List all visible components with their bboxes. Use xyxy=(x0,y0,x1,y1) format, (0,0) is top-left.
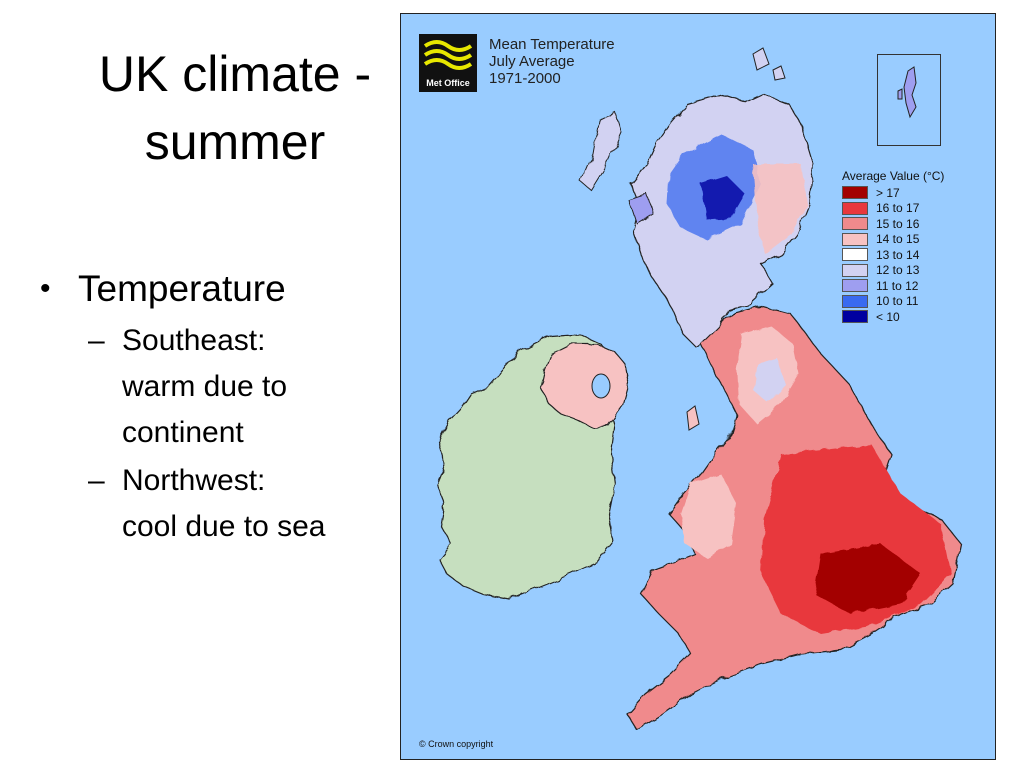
lough-neagh xyxy=(591,373,611,399)
sub-bullet-line: Southeast: xyxy=(122,324,266,357)
met-office-waves-icon xyxy=(423,40,473,70)
legend-item: 11 to 12 xyxy=(842,278,944,294)
slide-title-line-2: summer xyxy=(144,114,326,170)
sub-bullet-text: Northwest: cool due to sea xyxy=(122,458,382,550)
legend-label: < 10 xyxy=(876,309,900,324)
slide-title-line-1: UK climate - xyxy=(98,46,372,102)
sub-bullet-line: warm due to xyxy=(122,370,288,403)
temperature-map: Met Office Mean Temperature July Average… xyxy=(400,13,996,760)
legend-swatch xyxy=(842,201,868,215)
isle-of-man xyxy=(686,405,700,431)
legend-label: > 17 xyxy=(876,185,900,200)
legend-label: 10 to 11 xyxy=(876,294,919,309)
uk-map-graphic xyxy=(436,47,962,731)
sub-bullet-line: cool due to sea xyxy=(122,510,326,543)
legend-item: 12 to 13 xyxy=(842,263,944,279)
outer-hebrides xyxy=(580,111,622,191)
legend-swatch xyxy=(842,263,868,277)
legend-swatch xyxy=(842,248,868,262)
sub-bullet-dash: – xyxy=(88,464,105,497)
bullet-dot: • xyxy=(40,272,51,305)
legend-label: 16 to 17 xyxy=(876,201,920,216)
sub-bullet-line: Northwest: xyxy=(122,464,266,497)
legend-label: 15 to 16 xyxy=(876,216,920,231)
northern-ireland-landmass xyxy=(540,343,630,429)
bullet-temperature: • Temperature xyxy=(40,262,400,316)
legend-item: 14 to 15 xyxy=(842,232,944,248)
orkney-islands xyxy=(752,47,786,81)
sub-bullet-text: Southeast: warm due to continent xyxy=(122,318,382,456)
legend-item: > 17 xyxy=(842,185,944,201)
highlands-coldest-zone xyxy=(701,176,745,220)
wales-cool-zone xyxy=(681,474,737,558)
sub-bullet-dash: – xyxy=(88,324,105,357)
legend-label: 11 to 12 xyxy=(876,278,919,293)
legend-item: 16 to 17 xyxy=(842,201,944,217)
legend-item: 15 to 16 xyxy=(842,216,944,232)
bullet-list: • Temperature – Southeast: warm due to c… xyxy=(40,262,400,550)
legend-swatch xyxy=(842,294,868,308)
legend-title: Average Value (°C) xyxy=(842,169,945,183)
sub-bullet-line: continent xyxy=(122,416,244,449)
legend-swatch xyxy=(842,186,868,200)
legend-item: 10 to 11 xyxy=(842,294,944,310)
legend-label: 14 to 15 xyxy=(876,232,920,247)
shetland-islands-icon xyxy=(897,66,917,119)
southeast-warmest-zone xyxy=(815,544,921,614)
slide-title: UK climate - summer xyxy=(40,40,430,176)
map-title-line: July Average xyxy=(489,53,575,70)
northeast-scotland-zone xyxy=(753,164,807,254)
pennines-upland-zone xyxy=(753,358,785,402)
legend-item: 13 to 14 xyxy=(842,247,944,263)
bullet-text: Temperature xyxy=(78,268,286,309)
legend-swatch xyxy=(842,310,868,324)
sub-bullet-southeast: – Southeast: warm due to continent xyxy=(88,318,400,456)
sub-bullet-northwest: – Northwest: cool due to sea xyxy=(88,458,400,550)
map-title: Mean Temperature July Average 1971-2000 xyxy=(489,36,615,87)
skye xyxy=(628,193,654,225)
copyright-notice: © Crown copyright xyxy=(419,739,494,749)
map-title-line: 1971-2000 xyxy=(489,70,561,87)
legend-rows: > 17 16 to 17 15 to 16 14 to 15 13 to 14 12 t… xyxy=(842,185,944,325)
legend-swatch xyxy=(842,232,868,246)
legend-label: 13 to 14 xyxy=(876,247,920,262)
legend-swatch xyxy=(842,279,868,293)
legend-swatch xyxy=(842,217,868,231)
logo-text: Met Office xyxy=(426,78,470,88)
map-title-line: Mean Temperature xyxy=(489,36,615,53)
legend-item: < 10 xyxy=(842,309,944,325)
legend-label: 12 to 13 xyxy=(876,263,920,278)
legend: Average Value (°C) > 17 16 to 17 15 to 16 1… xyxy=(842,169,944,325)
met-office-logo: Met Office xyxy=(419,34,477,92)
shetland-inset xyxy=(877,54,941,146)
